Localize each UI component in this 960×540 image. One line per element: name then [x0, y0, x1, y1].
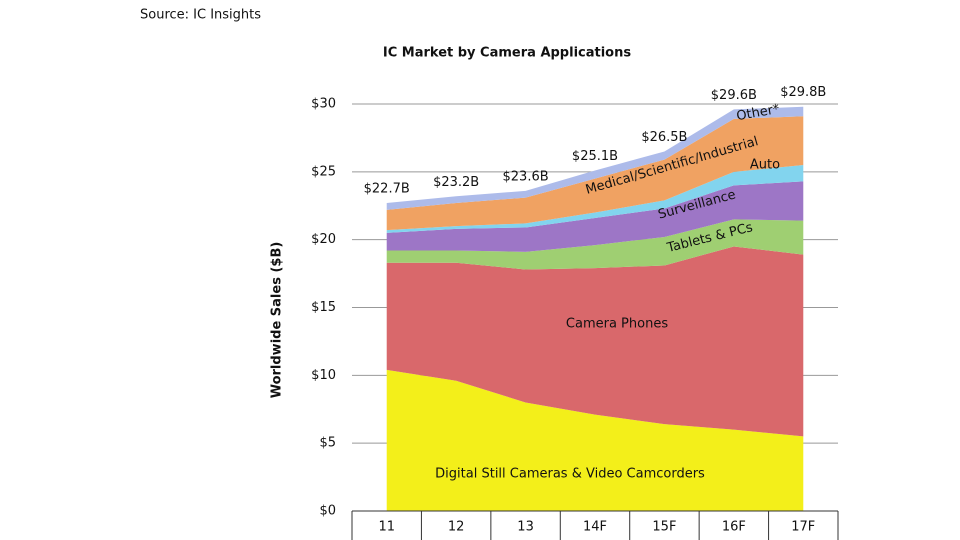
- total-label: $23.2B: [433, 175, 479, 190]
- area: [386, 369, 804, 511]
- series-label: Camera Phones: [566, 317, 668, 332]
- y-axis-label: Worldwide Sales ($B): [270, 242, 285, 399]
- area: [386, 181, 804, 252]
- y-tick-label: $10: [311, 368, 336, 383]
- area: [386, 165, 804, 233]
- total-label: $26.5B: [641, 130, 687, 145]
- x-tick-label: 16F: [722, 520, 746, 535]
- total-label: $22.7B: [364, 182, 410, 197]
- y-tick-label: $0: [319, 504, 336, 519]
- area: [386, 246, 804, 437]
- total-label: $23.6B: [503, 169, 549, 184]
- total-label: $29.8B: [780, 85, 826, 100]
- x-tick-label: 11: [378, 520, 395, 535]
- y-tick-label: $25: [311, 164, 336, 179]
- chart-title: IC Market by Camera Applications: [383, 46, 631, 61]
- y-tick-label: $20: [311, 232, 336, 247]
- series-label: Auto: [750, 158, 780, 173]
- area: [386, 219, 804, 270]
- series-label: Digital Still Cameras & Video Camcorders: [435, 467, 705, 482]
- y-tick-label: $15: [311, 300, 336, 315]
- total-label: $25.1B: [572, 149, 618, 164]
- area: [386, 106, 804, 210]
- source: Source: IC Insights: [140, 8, 261, 23]
- x-tick-label: 13: [517, 520, 534, 535]
- x-tick-label: 15F: [652, 520, 676, 535]
- x-tick-label: 17F: [791, 520, 815, 535]
- area: [386, 116, 804, 231]
- x-tick-label: 14F: [583, 520, 607, 535]
- y-tick-label: $5: [319, 436, 336, 451]
- total-label: $29.6B: [711, 88, 757, 103]
- x-tick-label: 12: [448, 520, 465, 535]
- y-tick-label: $30: [311, 97, 336, 112]
